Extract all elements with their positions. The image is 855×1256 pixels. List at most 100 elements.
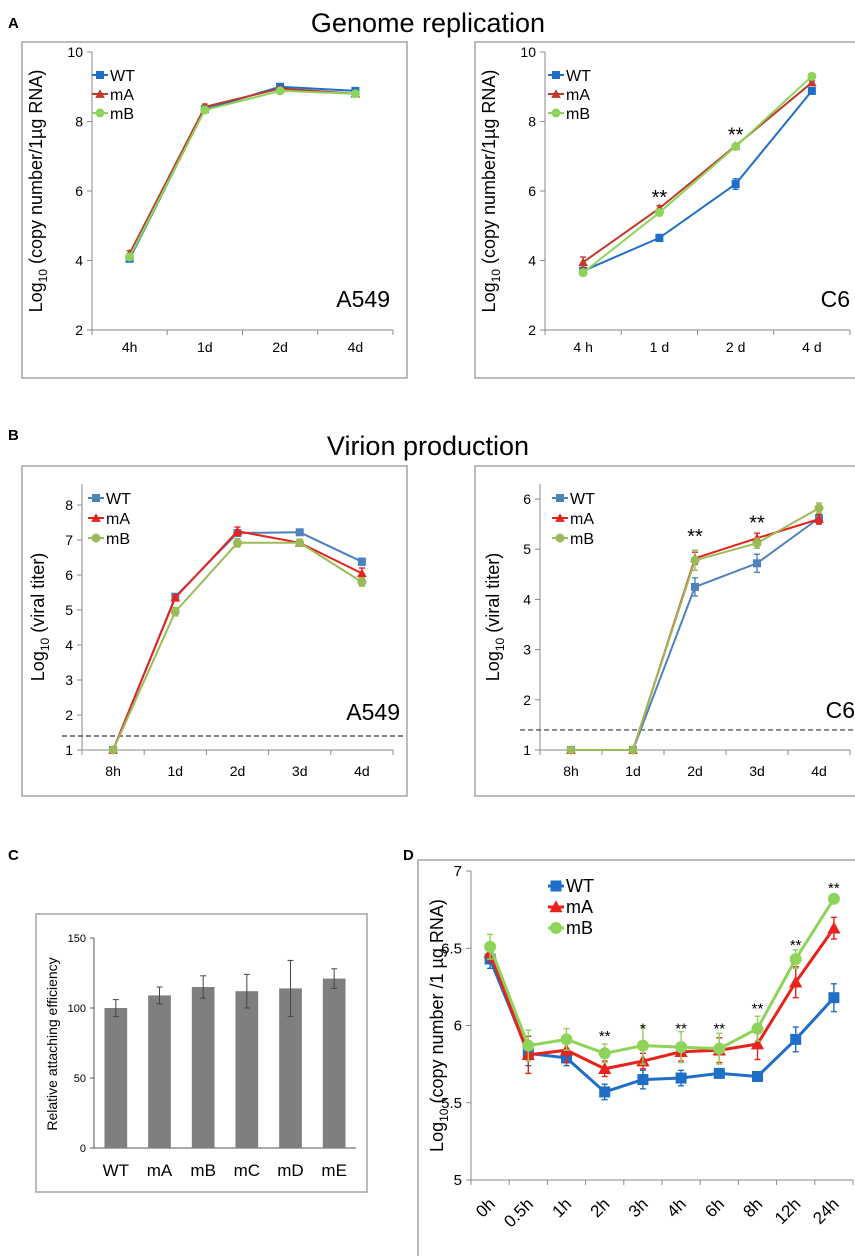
series-line-mb bbox=[583, 76, 812, 272]
significance-star: ** bbox=[687, 526, 703, 548]
x-tick-label: 1h bbox=[549, 1194, 576, 1221]
data-point-mb bbox=[357, 578, 366, 587]
data-point-mb bbox=[484, 941, 496, 953]
data-point-wt bbox=[358, 558, 366, 566]
y-tick-label: 150 bbox=[68, 933, 86, 945]
bar-mb bbox=[192, 987, 215, 1148]
series-line-wt bbox=[490, 959, 834, 1092]
significance-star: ** bbox=[675, 1021, 687, 1038]
series-line-wt bbox=[583, 91, 812, 271]
x-tick-label: 4 d bbox=[802, 339, 821, 355]
y-tick-label: 3 bbox=[523, 642, 531, 658]
data-point-wt bbox=[752, 1071, 763, 1082]
legend-label-wt: WT bbox=[110, 68, 135, 85]
section-title-virion: Virion production bbox=[327, 431, 529, 461]
series-line-wt bbox=[113, 532, 362, 750]
legend-marker bbox=[551, 881, 562, 892]
data-point-wt bbox=[732, 180, 740, 188]
data-point-mb bbox=[233, 538, 242, 547]
y-tick-label: 6 bbox=[523, 491, 531, 507]
panel-letter-b: B bbox=[8, 427, 19, 444]
data-point-wt bbox=[296, 528, 304, 536]
legend-label-ma: mA bbox=[570, 511, 594, 528]
data-point-mb bbox=[171, 607, 180, 616]
y-tick-label: 1 bbox=[65, 742, 73, 758]
legend-marker bbox=[96, 109, 105, 118]
data-point-mb bbox=[200, 106, 209, 115]
y-tick-label: 2 bbox=[75, 322, 83, 338]
legend-marker bbox=[552, 71, 560, 79]
section-title-genome: Genome replication bbox=[311, 8, 545, 38]
y-tick-label: 8 bbox=[528, 114, 536, 130]
y-axis-label: Log10 (viral titer) bbox=[28, 553, 52, 681]
y-tick-label: 3 bbox=[65, 672, 73, 688]
legend-label-ma: mA bbox=[566, 897, 593, 917]
bar-mc bbox=[235, 991, 258, 1148]
y-tick-label: 10 bbox=[67, 44, 83, 60]
cell-line-label: C6 bbox=[826, 697, 855, 723]
series-line-mb bbox=[490, 899, 834, 1054]
series-line-ma bbox=[583, 83, 812, 263]
x-tick-label: 4 h bbox=[573, 339, 592, 355]
x-tick-label: 0h bbox=[472, 1194, 499, 1221]
data-point-mb bbox=[567, 746, 576, 755]
y-tick-label: 4 bbox=[523, 591, 531, 607]
legend-marker bbox=[550, 922, 562, 934]
data-point-mb bbox=[713, 1043, 725, 1055]
cell-line-label: A549 bbox=[336, 286, 390, 312]
x-tick-label: 1d bbox=[197, 339, 213, 355]
data-point-mb bbox=[109, 746, 118, 755]
data-point-mb bbox=[295, 538, 304, 547]
y-tick-label: 6 bbox=[75, 183, 83, 199]
data-point-mb bbox=[675, 1041, 687, 1053]
legend-label-mb: mB bbox=[106, 531, 130, 548]
x-tick-label: 2d bbox=[230, 763, 246, 779]
chart-a2: 2468104 h1 d2 d4 dLog10 (copy number/1µg… bbox=[479, 44, 850, 355]
significance-star: ** bbox=[599, 1028, 611, 1045]
series-line-ma bbox=[130, 88, 356, 253]
y-axis-label: Log10 (viral titer) bbox=[483, 553, 507, 681]
significance-star: ** bbox=[713, 1021, 725, 1038]
y-tick-label: 7 bbox=[65, 532, 73, 548]
significance-star: * bbox=[640, 1021, 646, 1038]
y-tick-label: 6 bbox=[528, 183, 536, 199]
significance-star: ** bbox=[828, 880, 840, 897]
x-tick-label: 2h bbox=[587, 1194, 614, 1221]
series-line-mb bbox=[113, 543, 362, 750]
x-tick-label: 1d bbox=[168, 763, 184, 779]
y-axis-label: Log10 (copy number /1 µg RNA) bbox=[427, 899, 451, 1152]
chart-b2: 1 2 3 4 5 6 8h 1d 2d 3d 4d Log10 (viral titer) ** ** W… bbox=[483, 484, 855, 779]
y-tick-label: 2 bbox=[528, 322, 536, 338]
bar-wt bbox=[104, 1008, 127, 1148]
y-tick-label: 5 bbox=[65, 602, 73, 618]
x-tick-label: 2d bbox=[272, 339, 288, 355]
legend-label-wt: WT bbox=[570, 491, 595, 508]
x-tick-label: 4h bbox=[122, 339, 138, 355]
x-tick-label: 3d bbox=[749, 763, 765, 779]
chart-d: 5 5.5 6 6.5 7 0h 0.5h 1h 2h 3h 4h 6h 8h 12h 24h Log10 (… bbox=[427, 863, 853, 1231]
data-point-wt bbox=[676, 1073, 687, 1084]
y-tick-label: 8 bbox=[65, 497, 73, 513]
data-point-wt bbox=[691, 583, 699, 591]
data-point-mb bbox=[815, 504, 824, 513]
significance-star: ** bbox=[728, 125, 744, 147]
legend-label-ma: mA bbox=[566, 87, 590, 104]
data-point-mb bbox=[752, 1023, 764, 1035]
x-tick-label: 8h bbox=[563, 763, 579, 779]
x-tick-label: 8h bbox=[105, 763, 121, 779]
y-tick-label: 4 bbox=[65, 637, 73, 653]
chart-b1: 1 2 3 4 5 6 7 8 8h 1d 2d 3d 4d Log10 (viral titer) WT m… bbox=[28, 484, 403, 779]
y-axis-label: Log10 (copy number/1µg RNA) bbox=[26, 70, 50, 313]
data-point-wt bbox=[790, 1034, 801, 1045]
legend-label-mb: mB bbox=[110, 106, 134, 123]
x-tick-label: mE bbox=[321, 1161, 347, 1180]
legend-marker bbox=[92, 534, 101, 543]
data-point-wt bbox=[808, 87, 816, 95]
data-point-mb bbox=[807, 72, 816, 81]
y-tick-label: 4 bbox=[75, 253, 83, 269]
legend-marker bbox=[96, 71, 104, 79]
cell-line-label: A549 bbox=[346, 699, 400, 725]
legend-marker bbox=[92, 494, 100, 502]
panel-letter-d: D bbox=[403, 847, 414, 864]
